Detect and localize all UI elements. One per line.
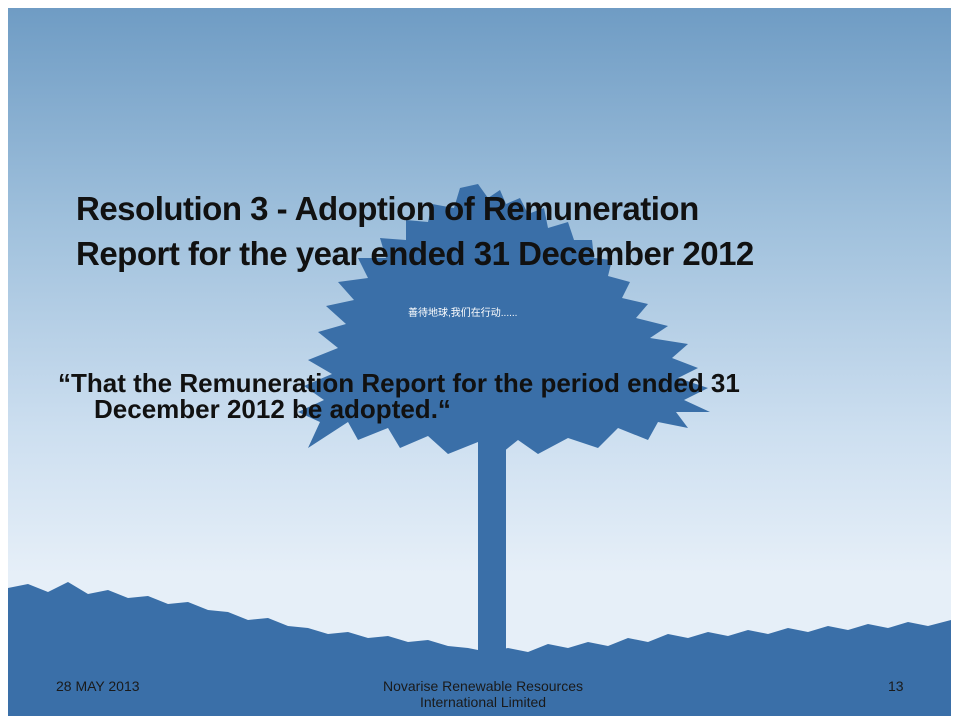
page: Resolution 3 - Adoption of Remuneration … (0, 0, 959, 724)
background-art (8, 8, 951, 716)
title-line: Resolution 3 - Adoption of Remuneration (76, 186, 754, 231)
body-line: December 2012 be adopted.“ (58, 396, 740, 422)
footer-date: 28 MAY 2013 (56, 678, 140, 694)
page-number: 13 (888, 678, 904, 694)
title-line: Report for the year ended 31 December 20… (76, 231, 754, 276)
slide-title: Resolution 3 - Adoption of Remuneration … (76, 186, 754, 276)
company-line: Novarise Renewable Resources (348, 678, 618, 694)
tree-trunk (478, 428, 506, 688)
slide-body: “That the Remuneration Report for the pe… (58, 370, 740, 422)
slide: Resolution 3 - Adoption of Remuneration … (8, 8, 951, 716)
tagline: 善待地球,我们在行动...... (408, 304, 517, 319)
company-line: International Limited (348, 694, 618, 710)
body-line: “That the Remuneration Report for the pe… (58, 370, 740, 396)
footer-company: Novarise Renewable Resources Internation… (348, 678, 618, 710)
